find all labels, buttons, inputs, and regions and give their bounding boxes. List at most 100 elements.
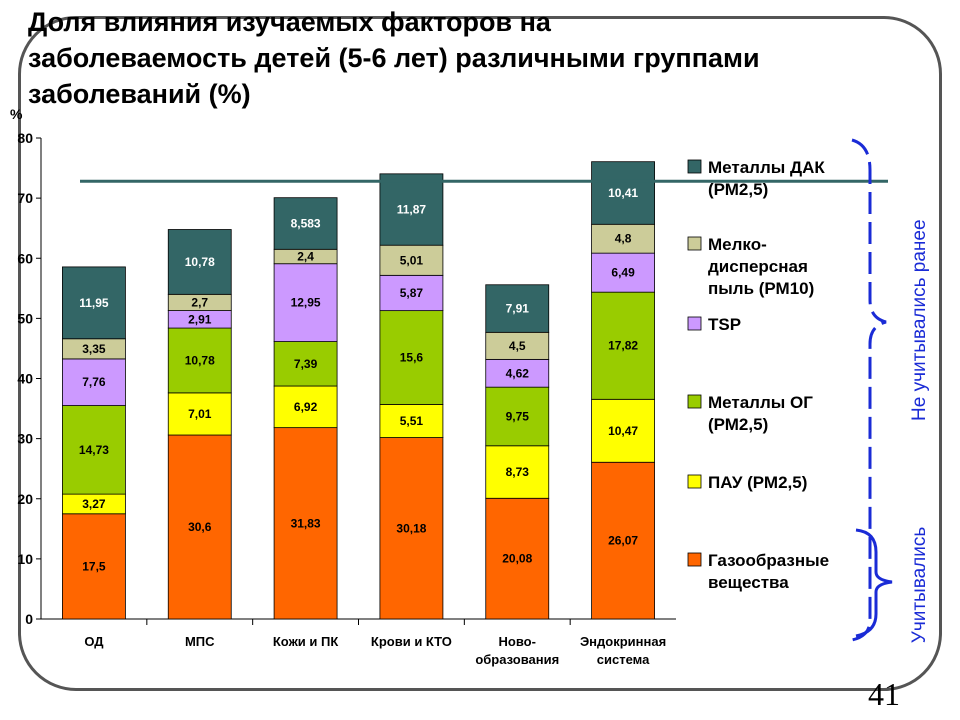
bar-segment [273, 197, 338, 250]
chart-title: Доля влияния изучаемых факторов на забол… [28, 4, 948, 112]
bar-segment [379, 437, 444, 620]
x-tick-label: Кожи и ПК [273, 634, 338, 649]
title-line-2: заболеваемость детей (5-6 лет) различным… [28, 43, 760, 73]
data-label: 7,01 [188, 407, 212, 421]
legend-label: TSP [708, 315, 741, 334]
data-label: 4,62 [506, 366, 530, 380]
bar-segment [591, 252, 655, 293]
y-tick-label: 60 [17, 250, 33, 266]
legend-label: Металлы ОГ [708, 393, 813, 412]
data-label: 8,583 [291, 216, 321, 230]
data-label: 5,01 [400, 253, 424, 267]
data-label: 10,47 [608, 424, 638, 438]
data-label: 3,27 [82, 497, 106, 511]
data-label: 2,91 [188, 312, 212, 326]
x-tick-label: Крови и КТО [371, 634, 452, 649]
bar-segment [591, 161, 655, 225]
y-tick-label: 80 [17, 130, 33, 146]
data-label: 30,6 [188, 520, 212, 534]
bar-segment [167, 434, 232, 620]
bar-segment [167, 392, 232, 436]
data-label: 5,87 [400, 286, 424, 300]
legend-label: Газообразные [708, 551, 829, 570]
bar-segment [485, 331, 550, 360]
data-label: 8,73 [506, 465, 530, 479]
y-tick-label: 20 [17, 491, 33, 507]
data-label: 10,78 [185, 353, 215, 367]
legend-label: дисперсная [708, 257, 808, 276]
data-label: 6,49 [611, 266, 635, 280]
data-label: 20,08 [502, 552, 532, 566]
data-label: 4,5 [509, 339, 526, 353]
x-tick-label: образования [475, 652, 559, 667]
bar-segment [167, 327, 232, 394]
legend-label: (РМ2,5) [708, 180, 768, 199]
bar-segment [62, 266, 126, 340]
bar-segment [273, 385, 338, 429]
title-line-1: Доля влияния изучаемых факторов на [28, 7, 551, 37]
y-tick-label: 30 [17, 431, 33, 447]
data-label: 3,35 [82, 342, 106, 356]
bracket-label-counted: Учитывались [909, 526, 930, 644]
data-label: 4,8 [615, 232, 632, 246]
data-label: 30,18 [396, 521, 426, 535]
bracket-label-not-counted: Не учитывались ранее [909, 219, 930, 421]
title-line-3: заболеваний (%) [28, 79, 251, 109]
bar-segment [62, 513, 126, 620]
data-label: 7,76 [82, 375, 106, 389]
y-unit-label: % [10, 106, 23, 122]
legend-label: пыль (РМ10) [708, 279, 814, 298]
bar-segment [591, 291, 655, 400]
bar-segment [273, 341, 338, 387]
bar-segment [379, 404, 444, 438]
x-tick-label: МПС [185, 634, 215, 649]
x-tick-label: Ново- [499, 634, 536, 649]
bar-segment [379, 310, 444, 405]
legend-swatch [687, 474, 702, 489]
data-label: 14,73 [79, 443, 109, 457]
x-tick-label: ОД [84, 634, 104, 649]
legend-label: Металлы ДАК [708, 158, 825, 177]
legend-swatch [687, 552, 702, 567]
bar-segment [167, 229, 232, 295]
x-tick-label: Эндокринная [580, 634, 666, 649]
bar-segment [379, 244, 444, 276]
legend-label: вещества [708, 573, 789, 592]
data-label: 11,87 [397, 203, 427, 217]
bar-segment [379, 173, 444, 246]
y-tick-label: 50 [17, 310, 33, 326]
data-label: 11,95 [79, 296, 109, 310]
legend-swatch [687, 316, 702, 331]
bracket-not-counted [851, 138, 887, 642]
x-tick-label: система [597, 652, 650, 667]
bar-segment [62, 405, 126, 495]
data-label: 5,51 [400, 414, 424, 428]
data-label: 2,4 [297, 250, 314, 264]
bar-segment [379, 274, 444, 312]
bracket-counted [855, 528, 893, 638]
bar-segment [591, 461, 655, 620]
bar-segment [485, 497, 550, 620]
y-tick-label: 0 [25, 611, 33, 627]
bar-segment [591, 223, 655, 254]
legend-label: (РМ2,5) [708, 415, 768, 434]
data-label: 7,39 [294, 357, 318, 371]
legend-swatch [687, 236, 702, 251]
data-label: 7,91 [506, 302, 530, 316]
y-tick-label: 40 [17, 371, 33, 387]
bar-segment [273, 263, 338, 342]
y-tick-label: 70 [17, 190, 33, 206]
data-label: 6,92 [294, 400, 318, 414]
data-label: 17,82 [608, 339, 638, 353]
page-number: 41 [868, 676, 900, 712]
data-label: 17,5 [82, 559, 106, 573]
data-label: 31,83 [291, 516, 321, 530]
data-label: 10,78 [185, 255, 215, 269]
bar-segment [485, 284, 550, 333]
legend-label: Мелко- [708, 235, 767, 254]
bar-segment [485, 386, 550, 447]
data-label: 10,41 [608, 186, 638, 200]
legend-swatch [687, 394, 702, 409]
data-label: 12,95 [291, 296, 321, 310]
